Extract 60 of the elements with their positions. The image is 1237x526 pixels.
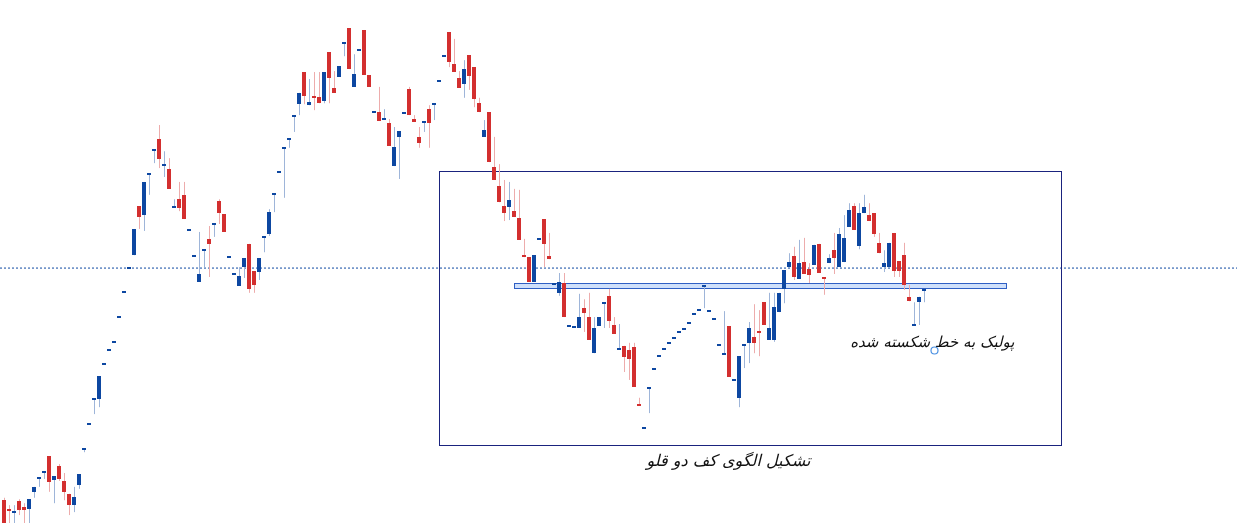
candlestick — [912, 301, 916, 326]
candlestick — [352, 53, 356, 88]
candlestick — [147, 172, 151, 196]
candlestick — [207, 225, 211, 278]
candlestick — [332, 70, 336, 94]
candlestick — [757, 309, 761, 357]
candlestick — [547, 232, 551, 260]
candlestick — [497, 163, 501, 203]
candlestick — [212, 223, 216, 238]
candlestick — [217, 198, 221, 225]
candlestick — [272, 192, 276, 213]
candlestick — [427, 104, 431, 149]
candlestick — [377, 86, 381, 122]
candlestick — [292, 115, 296, 133]
candlestick — [267, 208, 271, 237]
candlestick — [387, 118, 391, 147]
candlestick — [722, 310, 726, 356]
candlestick — [302, 71, 306, 105]
candlestick — [452, 38, 456, 73]
candlestick — [152, 149, 156, 164]
candlestick — [262, 235, 266, 253]
annotation: پولبک به خط شکسته شده — [850, 333, 1015, 351]
candlestick — [517, 189, 521, 241]
candlestick — [417, 126, 421, 149]
candlestick — [462, 59, 466, 99]
candlestick — [157, 124, 161, 169]
candlestick — [282, 146, 286, 199]
candlestick — [742, 343, 746, 369]
candlestick — [922, 288, 926, 303]
annotation: تشکیل الگوی کف دو قلو — [644, 451, 813, 470]
candlestick — [847, 202, 851, 228]
candlestick — [397, 130, 401, 180]
candlestick — [137, 205, 141, 230]
candlestick — [382, 108, 386, 121]
candlestick — [72, 486, 76, 513]
candlestick — [792, 246, 796, 281]
candlestick — [617, 323, 621, 351]
candlestick — [492, 136, 496, 181]
candlestick — [507, 181, 511, 221]
candlestick — [647, 386, 651, 414]
candlestick — [52, 475, 56, 504]
candlestick — [307, 78, 311, 106]
candlestick — [27, 498, 31, 524]
candlestick — [582, 298, 586, 333]
candlestick — [62, 472, 66, 501]
candlestick — [852, 202, 856, 231]
candlestick — [432, 103, 436, 121]
candlestick — [342, 41, 346, 57]
candlestick — [162, 150, 166, 178]
candlestick — [602, 302, 606, 329]
candlestick — [587, 292, 591, 341]
candlestick — [747, 321, 751, 364]
candlestick — [502, 179, 506, 222]
candlestick — [917, 296, 921, 326]
candlestick — [392, 126, 396, 167]
candlestick — [752, 303, 756, 354]
candlestick — [167, 157, 171, 190]
candlestick — [512, 188, 516, 218]
candlestick — [832, 232, 836, 275]
candlestick — [702, 284, 706, 309]
